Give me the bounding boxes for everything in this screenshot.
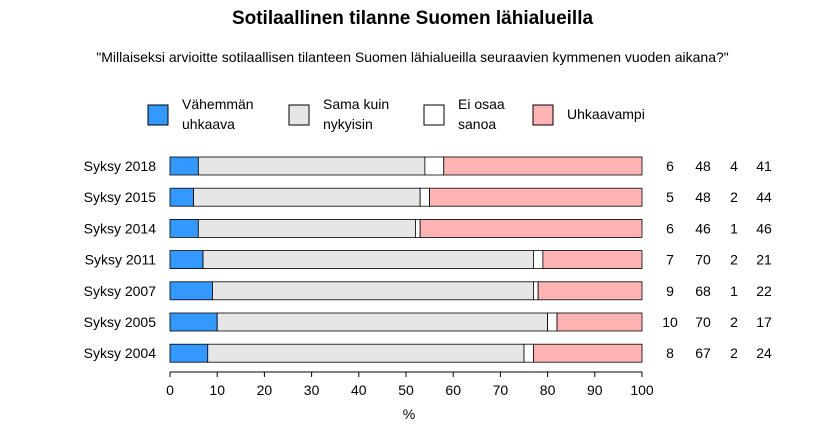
bar-segment-ei-osaa-sanoa [424,156,445,176]
bar-segment-vahemman-uhkaava [169,343,209,363]
x-axis: 0 10 20 30 40 50 60 70 80 90 100 [166,371,654,398]
data-label-ei-osaa-sanoa: 1 [730,283,738,299]
x-tick-label: 50 [398,382,414,398]
data-label-vahemman-uhkaava: 7 [666,252,674,268]
x-tick-label: 100 [630,382,654,398]
x-axis-label: % [403,406,415,422]
bar-segment-ei-osaa-sanoa [523,343,534,363]
bar-segment-vahemman-uhkaava [169,312,218,332]
bar-segment-ei-osaa-sanoa [533,250,544,270]
bar-segment-ei-osaa-sanoa [547,312,558,332]
data-label-sama-kuin-nykyisin: 70 [695,252,711,268]
bar-segment-sama-kuin-nykyisin [197,218,416,238]
bar-segment-vahemman-uhkaava [169,250,204,270]
bar-segment-ei-osaa-sanoa [533,281,539,301]
category-label: Syksy 2004 [84,345,157,361]
bar-segment-uhkaavampi [419,218,643,238]
bar-segment-sama-kuin-nykyisin [207,343,525,363]
data-label-ei-osaa-sanoa: 2 [730,252,738,268]
category-label: Syksy 2018 [84,158,157,174]
legend-label-ei-osaa-sanoa: Ei osaa sanoa [458,96,505,132]
legend: Vähemmän uhkaava Sama kuin nykyisin Ei osaa s… [147,96,645,132]
bar-segment-uhkaavampi [443,156,643,176]
bar-segment-sama-kuin-nykyisin [197,156,426,176]
data-label-uhkaavampi: 21 [756,252,772,268]
data-label-vahemman-uhkaava: 5 [666,189,674,205]
bar-segment-vahemman-uhkaava [169,218,199,238]
data-label-uhkaavampi: 17 [756,314,772,330]
data-label-uhkaavampi: 41 [756,158,772,174]
bar-segment-uhkaavampi [542,250,643,270]
category-label: Syksy 2005 [84,314,157,330]
data-label-ei-osaa-sanoa: 1 [730,220,738,236]
data-label-sama-kuin-nykyisin: 48 [695,189,711,205]
data-label-ei-osaa-sanoa: 2 [730,314,738,330]
legend-label-sama-kuin-nykyisin: Sama kuin nykyisin [323,96,389,132]
legend-swatch-sama-kuin-nykyisin [288,104,310,126]
bar-segment-uhkaavampi [556,312,643,332]
bar-segment-sama-kuin-nykyisin [212,281,534,301]
legend-swatch-ei-osaa-sanoa [423,104,445,126]
chart-subtitle: "Millaiseksi arvioitte sotilaallisen til… [96,49,729,65]
bar-segment-ei-osaa-sanoa [419,187,431,207]
data-label-sama-kuin-nykyisin: 67 [695,345,711,361]
bar-segment-sama-kuin-nykyisin [193,187,421,207]
data-label-vahemman-uhkaava: 6 [666,158,674,174]
bar-segment-uhkaavampi [533,343,643,363]
bar-segment-sama-kuin-nykyisin [216,312,548,332]
x-tick-label: 10 [209,382,225,398]
data-label-sama-kuin-nykyisin: 68 [695,283,711,299]
data-label-vahemman-uhkaava: 10 [662,314,678,330]
chart-title: Sotilaallinen tilanne Suomen lähialueill… [231,8,594,29]
x-tick-label: 60 [445,382,461,398]
legend-label-vahemman-uhkaava: Vähemmän uhkaava [182,96,254,132]
data-label-ei-osaa-sanoa: 2 [730,345,738,361]
data-label-sama-kuin-nykyisin: 48 [695,158,711,174]
bar-segment-uhkaavampi [429,187,643,207]
x-tick-label: 30 [304,382,320,398]
data-label-uhkaavampi: 24 [756,345,772,361]
bar-segment-sama-kuin-nykyisin [202,250,534,270]
data-label-vahemman-uhkaava: 6 [666,220,674,236]
bar-segment-ei-osaa-sanoa [415,218,421,238]
x-tick-label: 70 [493,382,509,398]
bar-segment-vahemman-uhkaava [169,156,199,176]
bar-segment-vahemman-uhkaava [169,187,195,207]
data-label-ei-osaa-sanoa: 2 [730,189,738,205]
bar-segment-vahemman-uhkaava [169,281,213,301]
legend-label-uhkaavampi: Uhkaavampi [567,106,645,122]
category-label: Syksy 2015 [84,189,157,205]
legend-swatch-uhkaavampi [532,104,554,126]
category-label: Syksy 2011 [85,252,157,268]
data-label-vahemman-uhkaava: 9 [666,283,674,299]
legend-swatch-vahemman-uhkaava [147,104,169,126]
data-label-vahemman-uhkaava: 8 [666,345,674,361]
data-label-uhkaavampi: 44 [756,189,772,205]
x-tick-label: 20 [257,382,273,398]
data-label-sama-kuin-nykyisin: 46 [695,220,711,236]
bar-segment-uhkaavampi [537,281,643,301]
category-label: Syksy 2014 [84,220,157,236]
data-label-ei-osaa-sanoa: 4 [730,158,738,174]
x-tick-label: 40 [351,382,367,398]
category-label: Syksy 2007 [84,283,157,299]
x-tick-label: 90 [587,382,603,398]
data-label-uhkaavampi: 46 [756,220,772,236]
x-tick-label: 80 [540,382,556,398]
data-label-uhkaavampi: 22 [756,283,772,299]
data-label-sama-kuin-nykyisin: 70 [695,314,711,330]
x-tick-label: 0 [166,382,174,398]
